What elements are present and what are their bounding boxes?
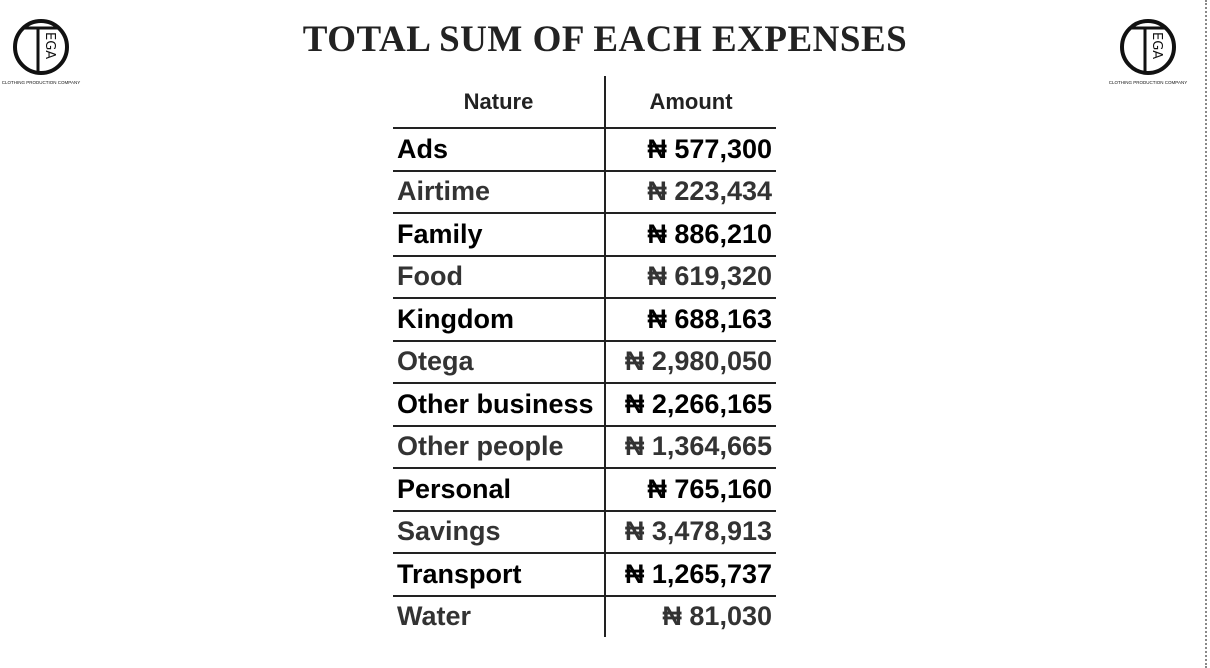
nature-cell: Water: [397, 601, 472, 632]
logo-letters: EGA: [42, 32, 57, 59]
nature-cell: Other business: [393, 383, 605, 427]
table-row: Kingdom ₦ 688,163: [393, 298, 776, 342]
amount-cell: ₦ 1,364,665: [604, 425, 776, 469]
logo-left: EGA CLOTHING PRODUCTION COMPANY: [2, 19, 80, 85]
table-row: Personal ₦ 765,160: [393, 468, 776, 512]
amount-cell: ₦ 765,160: [604, 468, 776, 512]
expense-table: Nature Amount Ads ₦ 577,300 Airtime ₦ 223,4…: [393, 76, 776, 637]
logo-letters: EGA: [1149, 32, 1164, 59]
nature-cell: Ads: [393, 128, 605, 172]
title: TOTAL SUM OF EACH EXPENSES: [302, 19, 908, 60]
amount-cell: ₦ 1,265,737: [604, 553, 776, 597]
page-edge: [1205, 0, 1207, 668]
nature-cell: Other people: [393, 425, 605, 469]
amount-cell: ₦ 3,478,913: [604, 510, 776, 554]
table-row: Food ₦ 619,320: [393, 255, 776, 299]
table-row: Savings ₦ 3,478,913: [393, 510, 776, 554]
logo-caption: CLOTHING PRODUCTION COMPANY: [2, 80, 80, 85]
amount-cell: ₦ 688,163: [604, 298, 776, 342]
table-row: Water ₦ 81,030: [393, 595, 776, 637]
amount-cell: ₦ 886,210: [604, 213, 776, 257]
amount-cell: ₦ 81,030: [604, 595, 776, 637]
nature-cell: Food: [393, 255, 605, 299]
header-row: Nature Amount: [393, 76, 776, 129]
nature-cell: Transport: [393, 553, 605, 597]
amount-cell: ₦ 223,434: [604, 170, 776, 214]
nature-cell: Otega: [393, 340, 605, 384]
column-header: Amount: [604, 76, 776, 129]
nature-cell: Savings: [393, 510, 605, 554]
logo-ring: [1120, 19, 1176, 75]
nature-cell: Family: [393, 213, 605, 257]
table-row: Other people ₦ 1,364,665: [393, 425, 776, 469]
table-row: Airtime ₦ 223,434: [393, 170, 776, 214]
nature-cell: Personal: [393, 468, 605, 512]
nature-cell: Kingdom: [393, 298, 605, 342]
amount-cell: ₦ 2,980,050: [604, 340, 776, 384]
logo-ring: [13, 19, 69, 75]
table-row: Transport ₦ 1,265,737: [393, 553, 776, 597]
amount-cell: ₦ 2,266,165: [604, 383, 776, 427]
column-header: Nature: [393, 76, 605, 129]
table-row: Otega ₦ 2,980,050: [393, 340, 776, 384]
nature-cell: Airtime: [393, 170, 605, 214]
logo-right: EGA CLOTHING PRODUCTION COMPANY: [1109, 19, 1187, 85]
amount-cell: ₦ 619,320: [604, 255, 776, 299]
logo-caption: CLOTHING PRODUCTION COMPANY: [1109, 80, 1187, 85]
table-row: Ads ₦ 577,300: [393, 128, 776, 172]
amount-cell: ₦ 577,300: [604, 128, 776, 172]
table-row: Other business ₦ 2,266,165: [393, 383, 776, 427]
table-row: Family ₦ 886,210: [393, 213, 776, 257]
